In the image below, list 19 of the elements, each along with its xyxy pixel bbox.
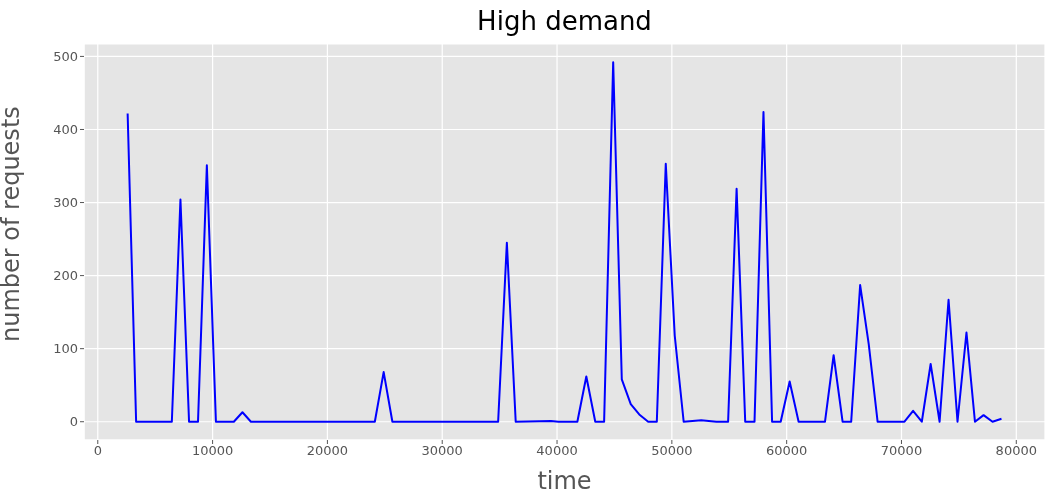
y-tick-label: 200: [53, 268, 78, 284]
y-tick-label: 400: [53, 122, 78, 138]
x-tick-label: 20000: [306, 443, 349, 459]
chart-title: High demand: [476, 6, 653, 36]
x-tick-label: 40000: [536, 443, 578, 459]
x-tick-label: 50000: [651, 443, 693, 459]
x-tick-label: 10000: [191, 443, 234, 459]
x-tick-label: 70000: [880, 443, 923, 459]
y-tick-label: 300: [53, 195, 78, 211]
x-tick-label: 60000: [765, 443, 808, 459]
x-tick-label: 0: [93, 443, 102, 459]
x-axis-title: time: [537, 467, 592, 493]
y-tick-label: 100: [53, 341, 78, 357]
line-series: [126, 61, 1003, 423]
y-tick-label: 500: [53, 49, 78, 65]
y-axis-title: number of requests: [0, 106, 25, 342]
x-tick-label: 80000: [995, 443, 1037, 459]
x-tick-label: 30000: [421, 443, 463, 459]
y-tick-label: 0: [69, 414, 78, 430]
